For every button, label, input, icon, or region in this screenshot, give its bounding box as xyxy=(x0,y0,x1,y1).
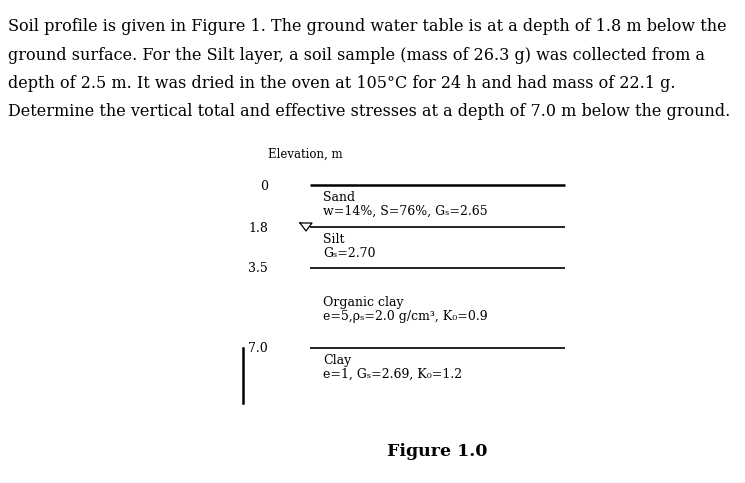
Text: Figure 1.0: Figure 1.0 xyxy=(387,443,488,460)
Text: 0: 0 xyxy=(260,180,268,193)
Text: e=5,ρₛ=2.0 g/cm³, K₀=0.9: e=5,ρₛ=2.0 g/cm³, K₀=0.9 xyxy=(323,310,488,323)
Text: 7.0: 7.0 xyxy=(248,342,268,355)
Text: Sand: Sand xyxy=(323,191,355,204)
Text: Soil profile is given in Figure 1. The ground water table is at a depth of 1.8 m: Soil profile is given in Figure 1. The g… xyxy=(8,18,726,35)
Text: ground surface. For the Silt layer, a soil sample (mass of 26.3 g) was collected: ground surface. For the Silt layer, a so… xyxy=(8,46,705,63)
Text: e=1, Gₛ=2.69, K₀=1.2: e=1, Gₛ=2.69, K₀=1.2 xyxy=(323,368,462,381)
Text: Silt: Silt xyxy=(323,233,344,246)
Text: w=14%, S=76%, Gₛ=2.65: w=14%, S=76%, Gₛ=2.65 xyxy=(323,205,488,218)
Text: Determine the vertical total and effective stresses at a depth of 7.0 m below th: Determine the vertical total and effecti… xyxy=(8,103,730,120)
Text: Organic clay: Organic clay xyxy=(323,296,404,309)
Text: Gₛ=2.70: Gₛ=2.70 xyxy=(323,247,375,260)
Text: 3.5: 3.5 xyxy=(248,262,268,275)
Text: 1.8: 1.8 xyxy=(248,222,268,235)
Text: depth of 2.5 m. It was dried in the oven at 105°C for 24 h and had mass of 22.1 : depth of 2.5 m. It was dried in the oven… xyxy=(8,75,676,92)
Text: Elevation, m: Elevation, m xyxy=(268,148,343,161)
Text: Clay: Clay xyxy=(323,354,351,367)
